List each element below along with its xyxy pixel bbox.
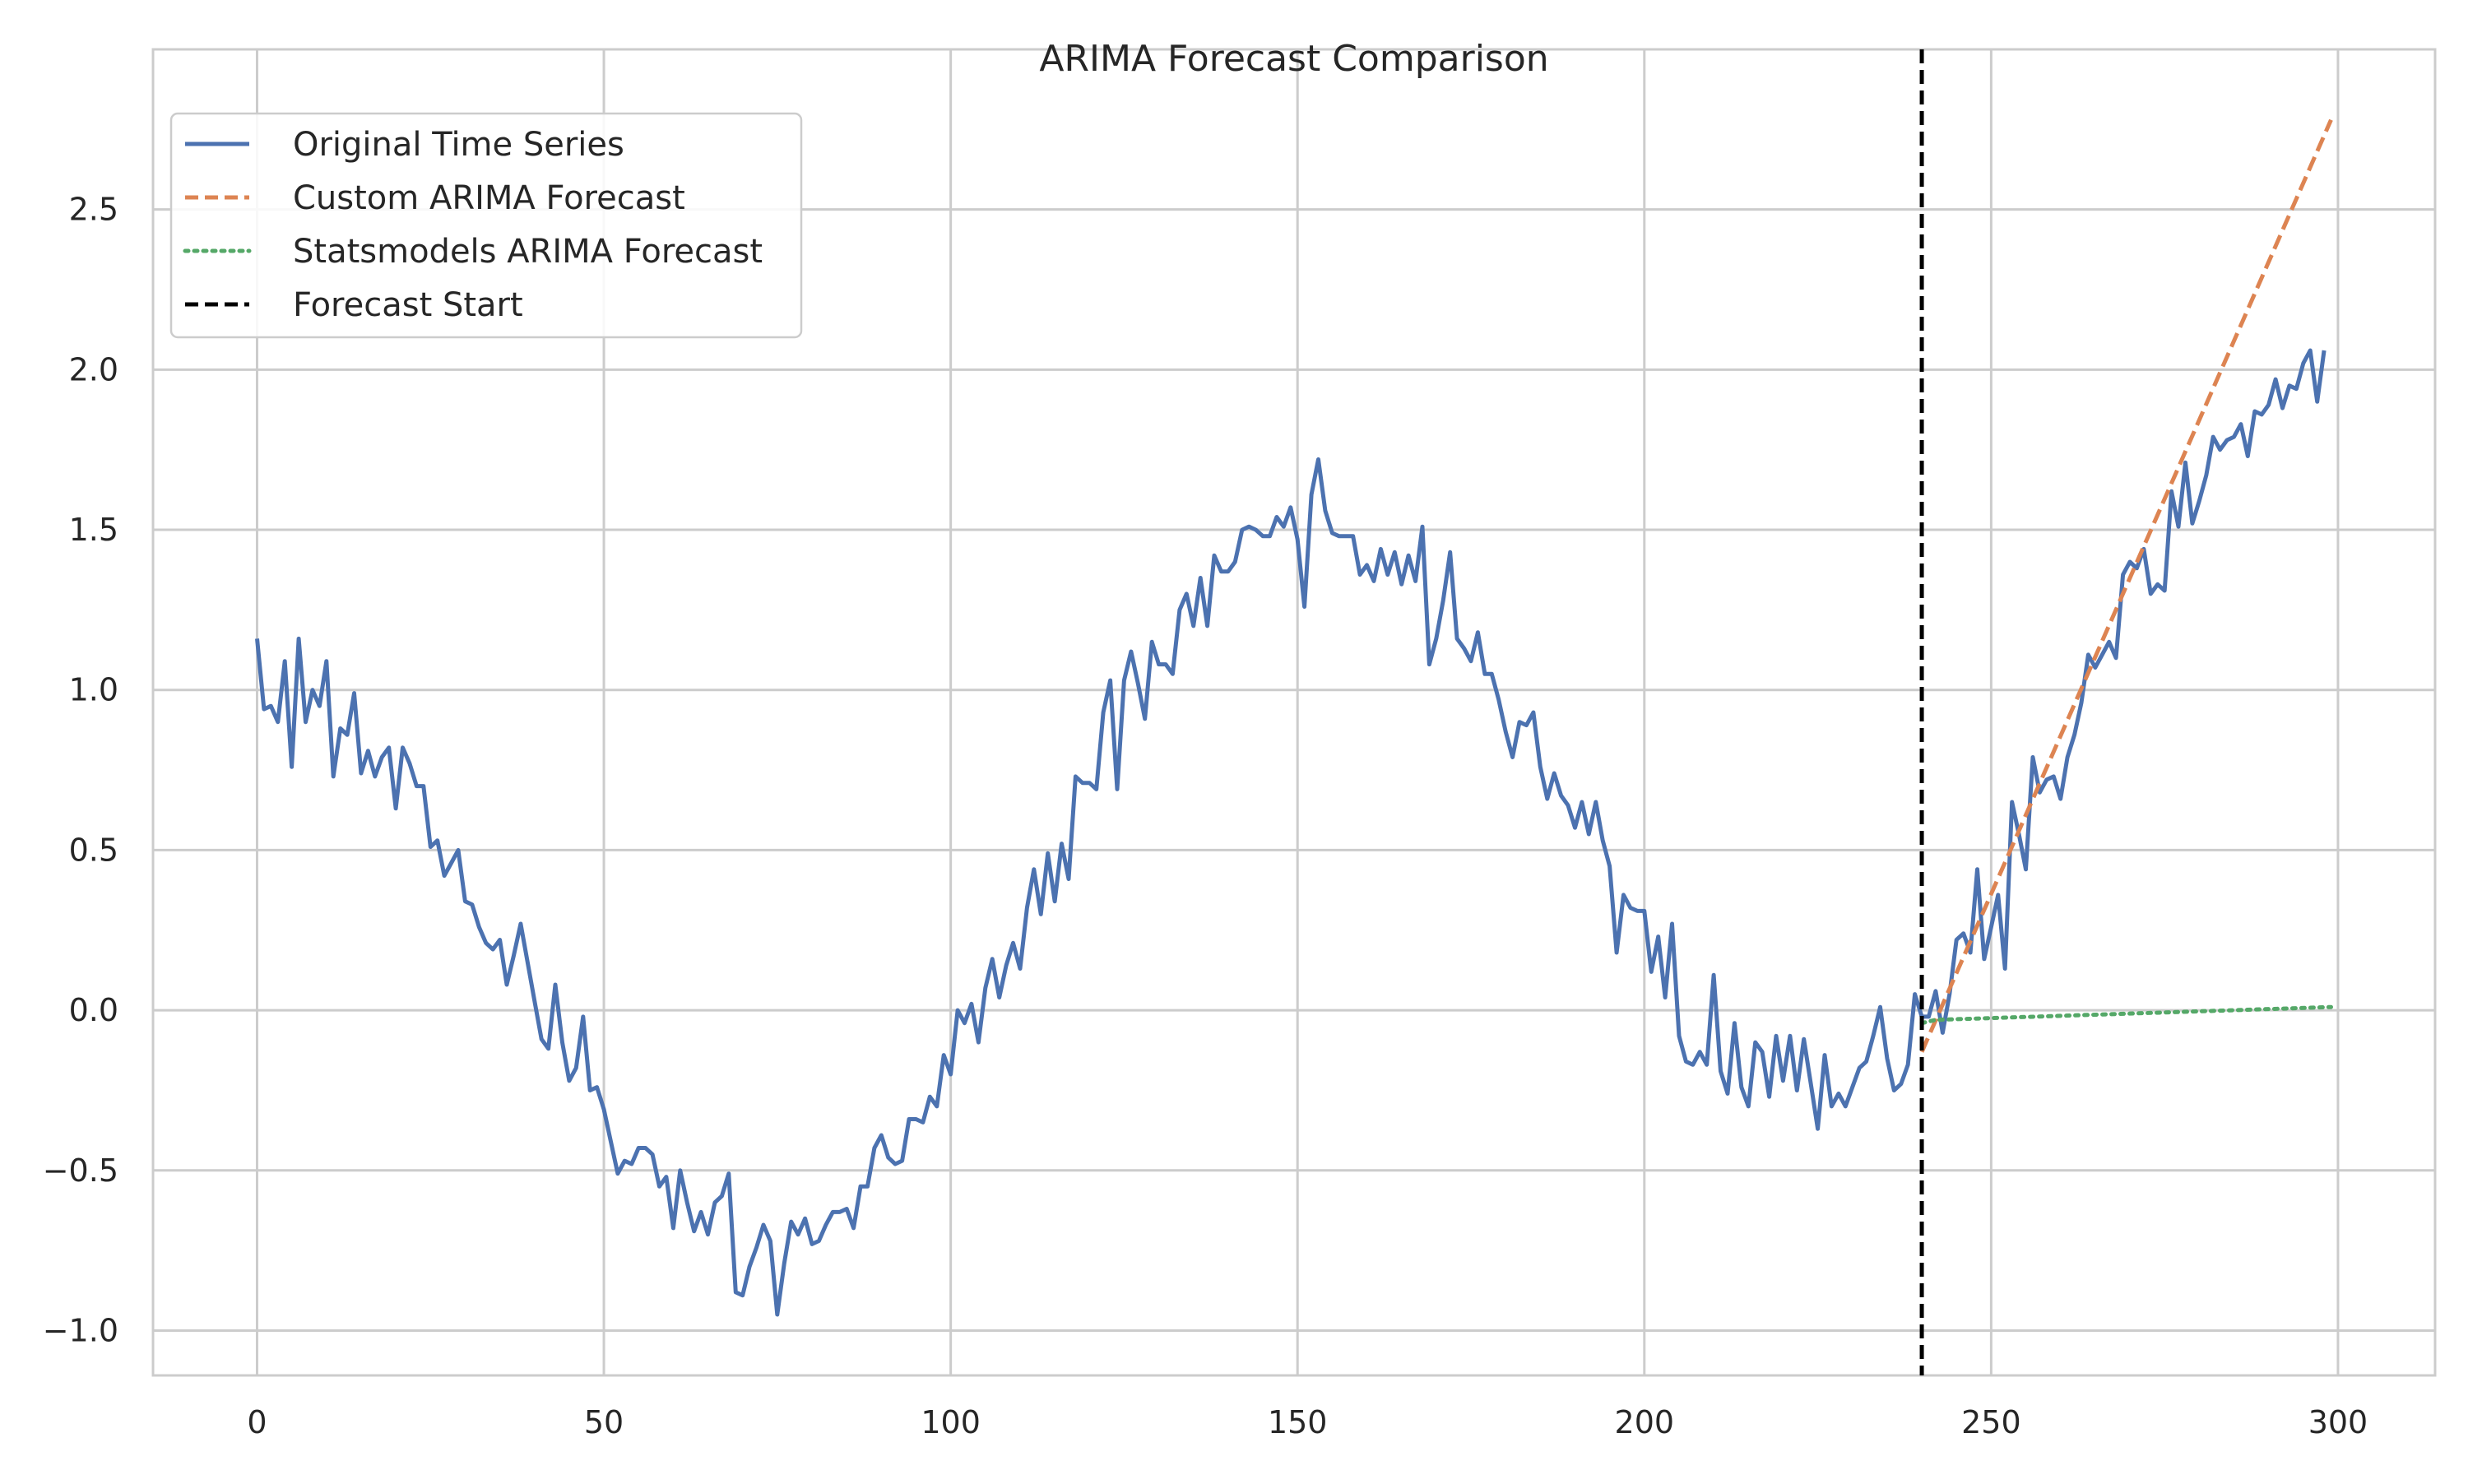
plot-frame <box>151 48 2437 1377</box>
grid <box>153 49 2435 1375</box>
series <box>255 49 2333 1375</box>
x-tick-label: 300 <box>2308 1404 2368 1440</box>
y-tick-label: −1.0 <box>43 1312 118 1348</box>
y-tick-label: 1.5 <box>69 512 118 548</box>
x-tick-label: 150 <box>1268 1404 1328 1440</box>
y-tick-label: 0.0 <box>69 992 118 1028</box>
tick-labels: 0 50 100 150 200 250 300 −1.0 −0.5 0.0 0.5 1.0 1.5 2.… <box>43 192 2368 1440</box>
y-tick-label: 1.0 <box>69 672 118 708</box>
legend-label: Original Time Series <box>293 126 624 164</box>
legend-label: Custom ARIMA Forecast <box>293 179 685 217</box>
x-tick-label: 200 <box>1615 1404 1675 1440</box>
legend: Original Time Series Custom ARIMA Forecas… <box>169 112 803 339</box>
x-tick-label: 100 <box>921 1404 981 1440</box>
statsmodels-arima-forecast-line <box>1919 1004 2333 1026</box>
original-time-series-line <box>255 348 2327 1317</box>
y-tick-label: −0.5 <box>43 1152 118 1189</box>
legend-label: Forecast Start <box>293 286 523 324</box>
legend-box <box>169 112 803 339</box>
custom-arima-forecast-line <box>1919 118 2333 1053</box>
chart-title: ARIMA Forecast Comparison <box>1039 38 1548 80</box>
x-tick-label: 50 <box>584 1404 624 1440</box>
y-tick-label: 2.0 <box>69 351 118 387</box>
y-tick-label: 0.5 <box>69 832 118 868</box>
x-tick-label: 250 <box>1961 1404 2021 1440</box>
y-tick-label: 2.5 <box>69 192 118 228</box>
x-tick-label: 0 <box>247 1404 267 1440</box>
legend-label: Statsmodels ARIMA Forecast <box>293 233 763 271</box>
